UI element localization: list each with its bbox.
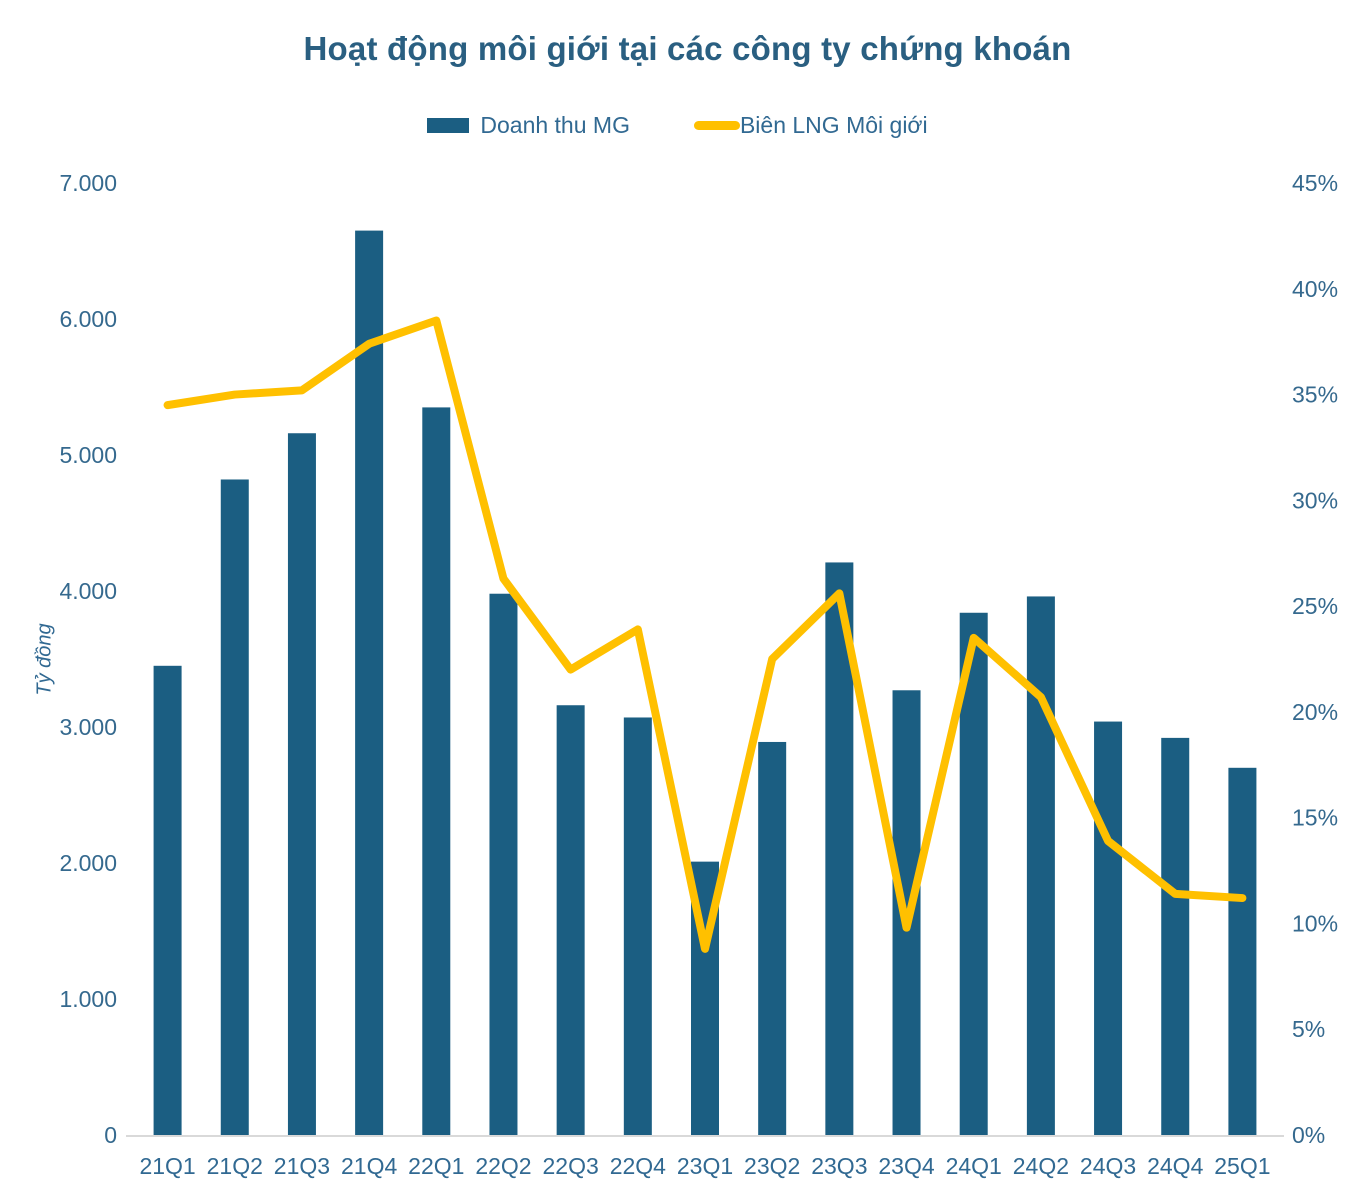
- right-axis-tick: 35%: [1292, 382, 1338, 408]
- x-axis-label-24Q3: 24Q3: [1080, 1153, 1136, 1179]
- x-axis-label-22Q1: 22Q1: [408, 1153, 464, 1179]
- right-axis-tick: 5%: [1292, 1016, 1325, 1042]
- right-axis-tick: 0%: [1292, 1122, 1325, 1148]
- bar-25Q1: [1228, 767, 1257, 1135]
- bar-24Q1: [959, 612, 988, 1135]
- left-axis-tick: 7.000: [59, 170, 117, 196]
- x-axis-label-22Q3: 22Q3: [543, 1153, 599, 1179]
- right-axis-tick: 40%: [1292, 276, 1338, 302]
- x-axis-label-23Q1: 23Q1: [677, 1153, 733, 1179]
- left-axis-tick: 4.000: [59, 578, 117, 604]
- legend-label-line: Biên LNG Môi giới: [739, 112, 928, 138]
- left-axis-tick: 2.000: [59, 850, 117, 876]
- bar-21Q3: [287, 433, 316, 1135]
- x-axis-label-24Q1: 24Q1: [946, 1153, 1002, 1179]
- x-axis-label-21Q3: 21Q3: [274, 1153, 330, 1179]
- left-axis-tick: 5.000: [59, 442, 117, 468]
- bar-23Q2: [758, 741, 787, 1135]
- left-axis-tick: 3.000: [59, 714, 117, 740]
- x-axis-label-24Q4: 24Q4: [1147, 1153, 1203, 1179]
- legend-item-line: Biên LNG Môi giới: [693, 112, 928, 139]
- bar-24Q4: [1161, 737, 1190, 1135]
- x-axis-label-22Q4: 22Q4: [610, 1153, 666, 1179]
- bar-24Q2: [1026, 596, 1055, 1135]
- chart-title: Hoạt động môi giới tại các công ty chứng…: [303, 30, 1072, 67]
- right-axis-tick: 10%: [1292, 910, 1338, 936]
- right-axis-tick: 15%: [1292, 805, 1338, 831]
- left-axis-tick: 0: [104, 1122, 117, 1148]
- x-axis-label-23Q2: 23Q2: [744, 1153, 800, 1179]
- bar-21Q4: [355, 230, 384, 1136]
- x-axis-label-23Q3: 23Q3: [811, 1153, 867, 1179]
- bar-21Q2: [220, 479, 249, 1136]
- legend-label-bars: Doanh thu MG: [480, 112, 630, 138]
- x-axis-label-25Q1: 25Q1: [1214, 1153, 1270, 1179]
- right-axis-tick: 30%: [1292, 487, 1338, 513]
- left-axis-tick: 1.000: [59, 986, 117, 1012]
- right-axis-tick: 45%: [1292, 170, 1338, 196]
- x-axis-label-21Q2: 21Q2: [207, 1153, 263, 1179]
- bar-24Q3: [1094, 721, 1123, 1135]
- right-axis-tick: 20%: [1292, 699, 1338, 725]
- bar-22Q1: [422, 407, 451, 1135]
- x-axis-label-22Q2: 22Q2: [475, 1153, 531, 1179]
- left-axis-tick: 6.000: [59, 306, 117, 332]
- bar-21Q1: [153, 665, 182, 1135]
- x-axis-label-23Q4: 23Q4: [878, 1153, 934, 1179]
- x-axis-label-24Q2: 24Q2: [1013, 1153, 1069, 1179]
- margin-line: [163, 316, 1247, 953]
- x-axis-label-21Q4: 21Q4: [341, 1153, 397, 1179]
- legend: Doanh thu MG Biên LNG Môi giới: [0, 112, 1355, 139]
- bar-swatch-icon: [427, 118, 470, 133]
- bar-22Q2: [489, 593, 518, 1135]
- x-axis-label-21Q1: 21Q1: [139, 1153, 195, 1179]
- legend-item-bars: Doanh thu MG: [427, 112, 630, 139]
- line-swatch-icon: [693, 121, 740, 130]
- right-axis-tick: 25%: [1292, 593, 1338, 619]
- bar-22Q3: [556, 705, 585, 1135]
- bar-22Q4: [623, 717, 652, 1135]
